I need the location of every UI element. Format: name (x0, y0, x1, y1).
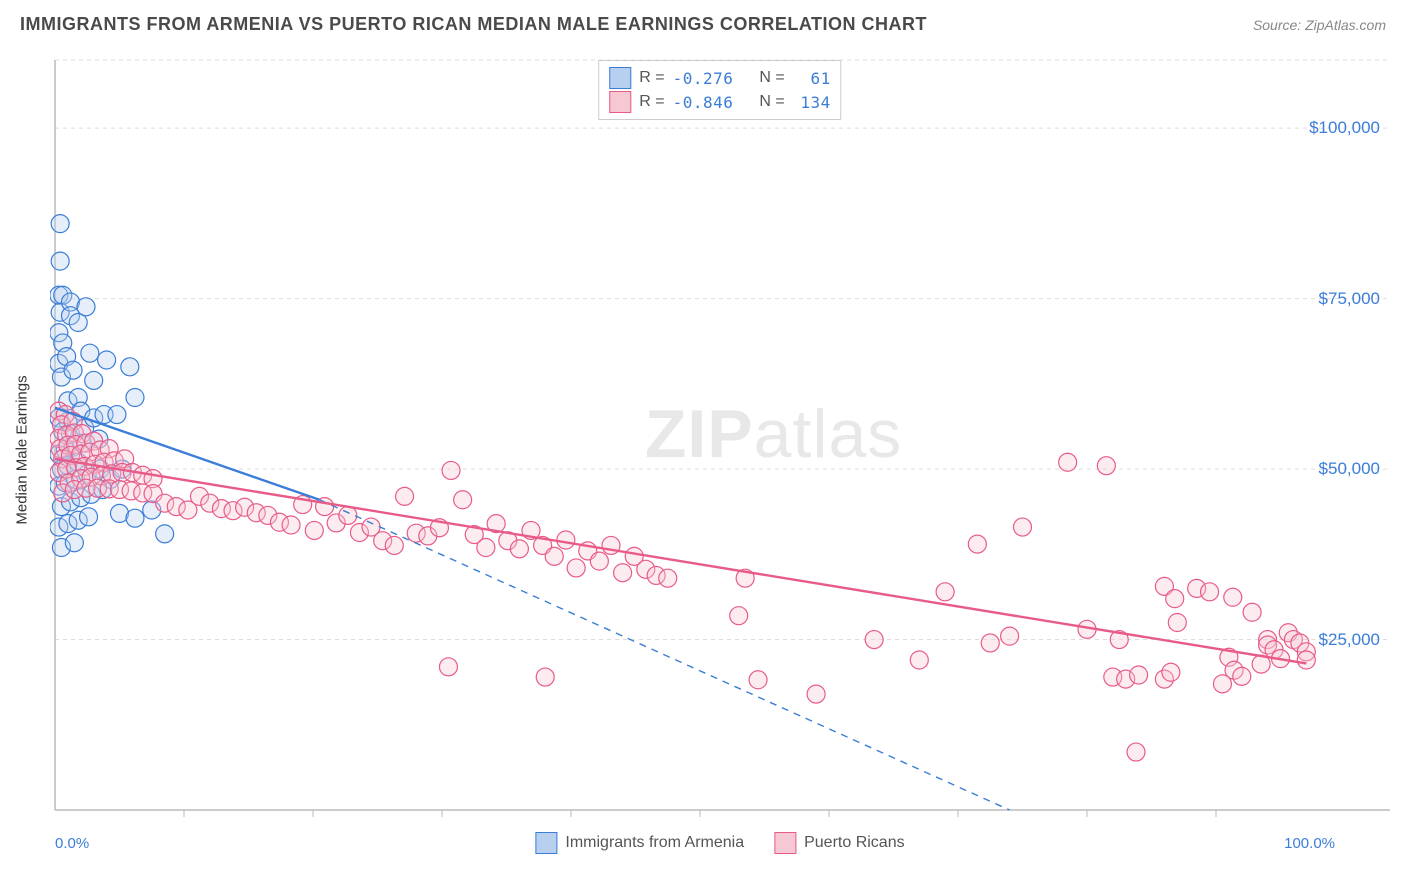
data-point (77, 298, 95, 316)
bottom-legend: Immigrants from Armenia Puerto Ricans (535, 832, 904, 854)
data-point (51, 215, 69, 233)
data-point (65, 534, 83, 552)
data-point (64, 361, 82, 379)
data-point (910, 651, 928, 669)
stats-row: R = -0.846 N = 134 (609, 91, 830, 113)
legend-label: Puerto Ricans (804, 834, 905, 852)
stats-row: R = -0.276 N = 61 (609, 67, 830, 89)
data-point (477, 539, 495, 557)
chart-title: IMMIGRANTS FROM ARMENIA VS PUERTO RICAN … (20, 14, 927, 35)
data-point (590, 552, 608, 570)
data-point (1059, 453, 1077, 471)
data-point (865, 631, 883, 649)
data-point (1243, 603, 1261, 621)
data-point (1233, 667, 1251, 685)
ytick-label: $100,000 (1309, 118, 1380, 138)
data-point (567, 559, 585, 577)
data-point (282, 516, 300, 534)
series-0 (50, 215, 174, 557)
data-point (454, 491, 472, 509)
legend-item: Immigrants from Armenia (535, 832, 744, 854)
data-point (936, 583, 954, 601)
data-point (1166, 590, 1184, 608)
trend-line-dash (319, 500, 1009, 810)
data-point (749, 671, 767, 689)
ytick-label: $50,000 (1319, 459, 1380, 479)
chart-area: Median Male Earnings ZIPatlas R =-0.276N… (50, 50, 1390, 850)
xtick-label: 100.0% (1284, 835, 1335, 852)
data-point (510, 540, 528, 558)
scatter-plot (50, 50, 1390, 850)
r-value: -0.846 (673, 93, 734, 112)
data-point (156, 525, 174, 543)
data-point (80, 508, 98, 526)
xtick-label: 0.0% (55, 835, 89, 852)
legend-item: Puerto Ricans (774, 832, 905, 854)
n-label: N = (759, 93, 784, 111)
stats-legend-box: R = -0.276 N = 61 R = -0.846 N = 134 (598, 60, 841, 120)
r-label: R = (639, 93, 664, 111)
data-point (305, 521, 323, 539)
n-value: 134 (793, 93, 831, 112)
y-axis-label: Median Male Earnings (14, 375, 31, 524)
legend-swatch (535, 832, 557, 854)
data-point (1224, 588, 1242, 606)
data-point (439, 658, 457, 676)
data-point (1130, 666, 1148, 684)
data-point (121, 358, 139, 376)
chart-header: IMMIGRANTS FROM ARMENIA VS PUERTO RICAN … (20, 14, 1386, 35)
legend-swatch (609, 67, 631, 89)
data-point (442, 461, 460, 479)
legend-label: Immigrants from Armenia (565, 834, 744, 852)
n-label: N = (759, 69, 784, 87)
data-point (1201, 583, 1219, 601)
data-point (126, 389, 144, 407)
data-point (51, 252, 69, 270)
legend-swatch (774, 832, 796, 854)
data-point (126, 509, 144, 527)
data-point (730, 607, 748, 625)
data-point (385, 536, 403, 554)
data-point (1297, 651, 1315, 669)
data-point (339, 506, 357, 524)
data-point (1097, 457, 1115, 475)
data-point (659, 569, 677, 587)
data-point (108, 406, 126, 424)
data-point (85, 371, 103, 389)
data-point (1162, 663, 1180, 681)
ytick-label: $75,000 (1319, 289, 1380, 309)
n-value: 61 (793, 69, 831, 88)
data-point (98, 351, 116, 369)
data-point (1014, 518, 1032, 536)
data-point (557, 531, 575, 549)
trend-line (55, 459, 1306, 664)
data-point (968, 535, 986, 553)
data-point (1168, 614, 1186, 632)
r-value: -0.276 (673, 69, 734, 88)
legend-swatch (609, 91, 631, 113)
data-point (545, 547, 563, 565)
data-point (81, 344, 99, 362)
series-1 (50, 402, 1315, 761)
data-point (396, 487, 414, 505)
data-point (1001, 627, 1019, 645)
data-point (614, 564, 632, 582)
r-label: R = (639, 69, 664, 87)
data-point (536, 668, 554, 686)
ytick-label: $25,000 (1319, 630, 1380, 650)
data-point (981, 634, 999, 652)
data-point (807, 685, 825, 703)
data-point (1127, 743, 1145, 761)
source-attribution: Source: ZipAtlas.com (1253, 17, 1386, 33)
